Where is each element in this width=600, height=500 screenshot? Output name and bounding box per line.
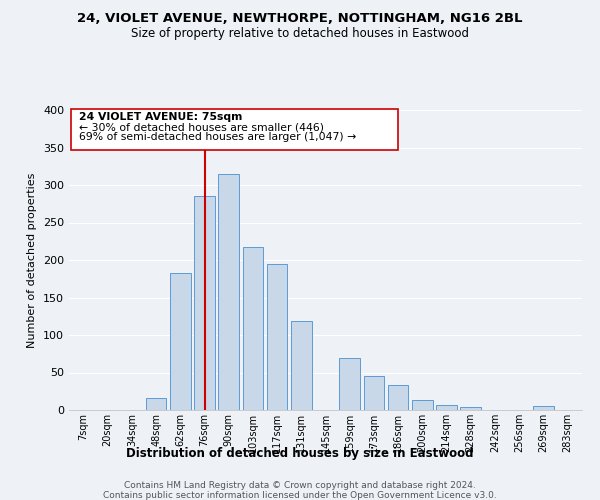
Bar [412,400,433,410]
FancyBboxPatch shape [71,108,398,150]
Bar [364,376,384,410]
Bar [291,321,311,410]
Text: 24 VIOLET AVENUE: 75sqm: 24 VIOLET AVENUE: 75sqm [79,112,242,122]
Y-axis label: Number of detached properties: Number of detached properties [28,172,37,348]
Bar [242,247,263,410]
Text: ← 30% of detached houses are smaller (446): ← 30% of detached houses are smaller (44… [79,122,323,132]
Text: 24, VIOLET AVENUE, NEWTHORPE, NOTTINGHAM, NG16 2BL: 24, VIOLET AVENUE, NEWTHORPE, NOTTINGHAM… [77,12,523,26]
Bar [218,174,239,410]
Text: Contains HM Land Registry data © Crown copyright and database right 2024.: Contains HM Land Registry data © Crown c… [124,481,476,490]
Bar [146,398,166,410]
Text: Size of property relative to detached houses in Eastwood: Size of property relative to detached ho… [131,28,469,40]
Text: Contains public sector information licensed under the Open Government Licence v3: Contains public sector information licen… [103,491,497,500]
Bar [340,358,360,410]
Bar [533,406,554,410]
Bar [460,407,481,410]
Bar [170,273,191,410]
Bar [194,196,215,410]
Bar [436,405,457,410]
Text: Distribution of detached houses by size in Eastwood: Distribution of detached houses by size … [126,448,474,460]
Bar [388,385,409,410]
Text: 69% of semi-detached houses are larger (1,047) →: 69% of semi-detached houses are larger (… [79,132,356,142]
Bar [267,264,287,410]
